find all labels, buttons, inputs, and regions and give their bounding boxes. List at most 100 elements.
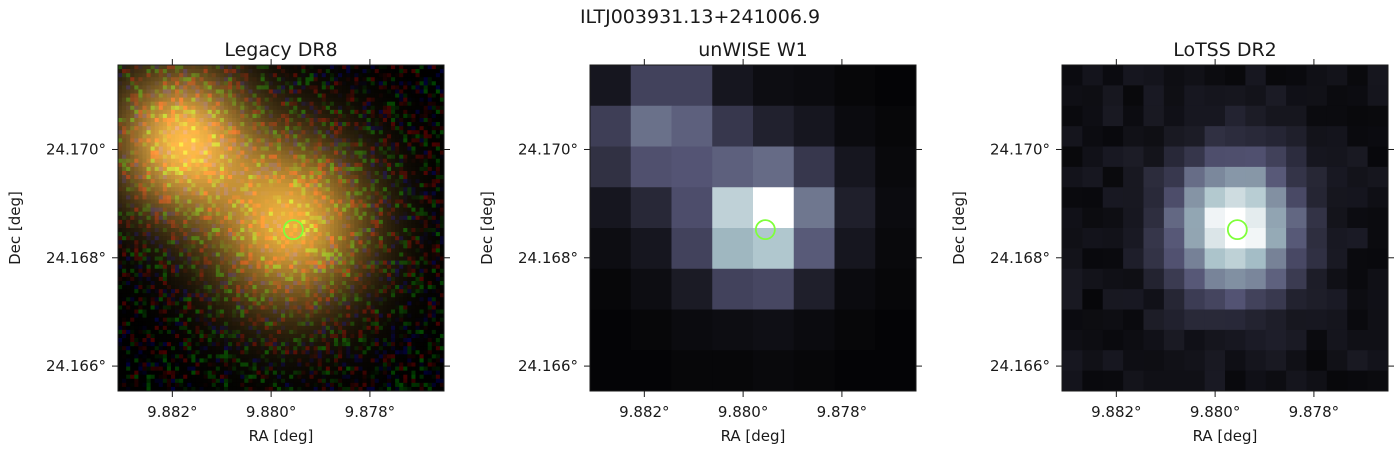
image-pixel <box>264 191 270 196</box>
image-pixel <box>374 187 380 192</box>
image-pixel <box>166 81 172 86</box>
image-pixel <box>301 219 306 225</box>
image-pixel <box>228 280 233 286</box>
image-pixel <box>175 285 180 290</box>
image-pixel <box>219 223 225 229</box>
image-pixel <box>146 256 152 261</box>
image-pixel <box>244 313 249 319</box>
image-pixel <box>223 150 229 156</box>
image-pixel <box>215 232 221 237</box>
image-pixel <box>370 175 376 180</box>
image-pixel <box>423 122 429 127</box>
image-pixel <box>240 293 245 298</box>
image-pixel <box>162 85 168 90</box>
image-pixel <box>395 117 400 123</box>
image-pixel <box>317 272 323 278</box>
image-pixel <box>175 69 180 74</box>
image-pixel <box>435 126 441 131</box>
image-pixel <box>313 211 319 217</box>
image-pixel <box>175 272 180 278</box>
image-pixel <box>179 150 184 156</box>
image-pixel <box>391 297 396 302</box>
image-pixel <box>199 142 204 147</box>
image-pixel <box>260 305 266 310</box>
image-pixel <box>211 126 217 131</box>
image-pixel <box>301 187 306 192</box>
image-pixel <box>215 313 221 319</box>
image-pixel <box>439 105 444 111</box>
image-pixel <box>130 183 135 188</box>
image-pixel <box>289 138 294 143</box>
image-pixel <box>183 81 188 86</box>
image-pixel <box>419 170 425 176</box>
image-pixel <box>260 309 266 314</box>
image-pixel <box>203 69 209 74</box>
image-pixel <box>175 97 180 103</box>
image-pixel <box>264 142 270 147</box>
image-pixel <box>346 166 351 172</box>
image-pixel <box>435 215 441 221</box>
image-pixel <box>285 215 290 221</box>
image-pixel <box>272 134 278 139</box>
image-pixel <box>427 289 433 294</box>
image-pixel <box>158 211 164 217</box>
image-pixel <box>150 65 156 70</box>
image-pixel <box>134 268 139 274</box>
image-pixel <box>407 207 412 213</box>
image-pixel <box>415 264 420 270</box>
image-pixel <box>199 113 204 119</box>
image-pixel <box>362 170 367 176</box>
image-pixel <box>305 297 310 302</box>
image-pixel <box>411 195 416 200</box>
image-pixel <box>142 130 147 135</box>
image-pixel <box>374 219 380 225</box>
image-pixel <box>362 154 367 160</box>
image-pixel <box>195 236 200 241</box>
image-pixel <box>232 207 237 213</box>
image-pixel <box>346 313 351 319</box>
image-pixel <box>350 166 355 172</box>
image-pixel <box>293 113 298 119</box>
image-pixel <box>313 305 319 310</box>
image-pixel <box>395 256 400 261</box>
image-pixel <box>423 89 429 94</box>
image-pixel <box>431 93 437 99</box>
image-pixel <box>236 207 241 213</box>
image-pixel <box>370 158 376 164</box>
image-pixel <box>362 146 367 151</box>
image-pixel <box>289 223 294 229</box>
image-pixel <box>211 81 217 86</box>
image-pixel <box>301 199 306 204</box>
image-pixel <box>338 236 343 241</box>
image-pixel <box>329 207 335 213</box>
image-pixel <box>309 280 314 286</box>
image-pixel <box>354 313 359 319</box>
image-pixel <box>289 170 294 176</box>
image-pixel <box>118 101 123 107</box>
image-pixel <box>154 252 160 257</box>
image-pixel <box>150 97 156 103</box>
image-pixel <box>272 158 278 164</box>
image-pixel <box>203 117 209 123</box>
image-pixel <box>276 65 282 70</box>
image-pixel <box>427 105 433 111</box>
image-pixel <box>244 289 249 294</box>
image-pixel <box>427 240 433 245</box>
image-pixel <box>272 187 278 192</box>
image-pixel <box>366 162 372 168</box>
image-pixel <box>215 134 221 139</box>
image-pixel <box>305 293 310 298</box>
image-pixel <box>122 154 127 160</box>
image-pixel <box>391 122 396 127</box>
image-pixel <box>411 175 416 180</box>
image-pixel <box>162 240 168 245</box>
image-pixel <box>126 154 131 160</box>
image-pixel <box>358 179 363 184</box>
image-pixel <box>350 179 355 184</box>
image-pixel <box>366 170 372 176</box>
image-pixel <box>252 175 257 180</box>
image-pixel <box>431 85 437 90</box>
image-pixel <box>207 264 213 270</box>
image-pixel <box>358 215 363 221</box>
image-pixel <box>122 109 127 115</box>
